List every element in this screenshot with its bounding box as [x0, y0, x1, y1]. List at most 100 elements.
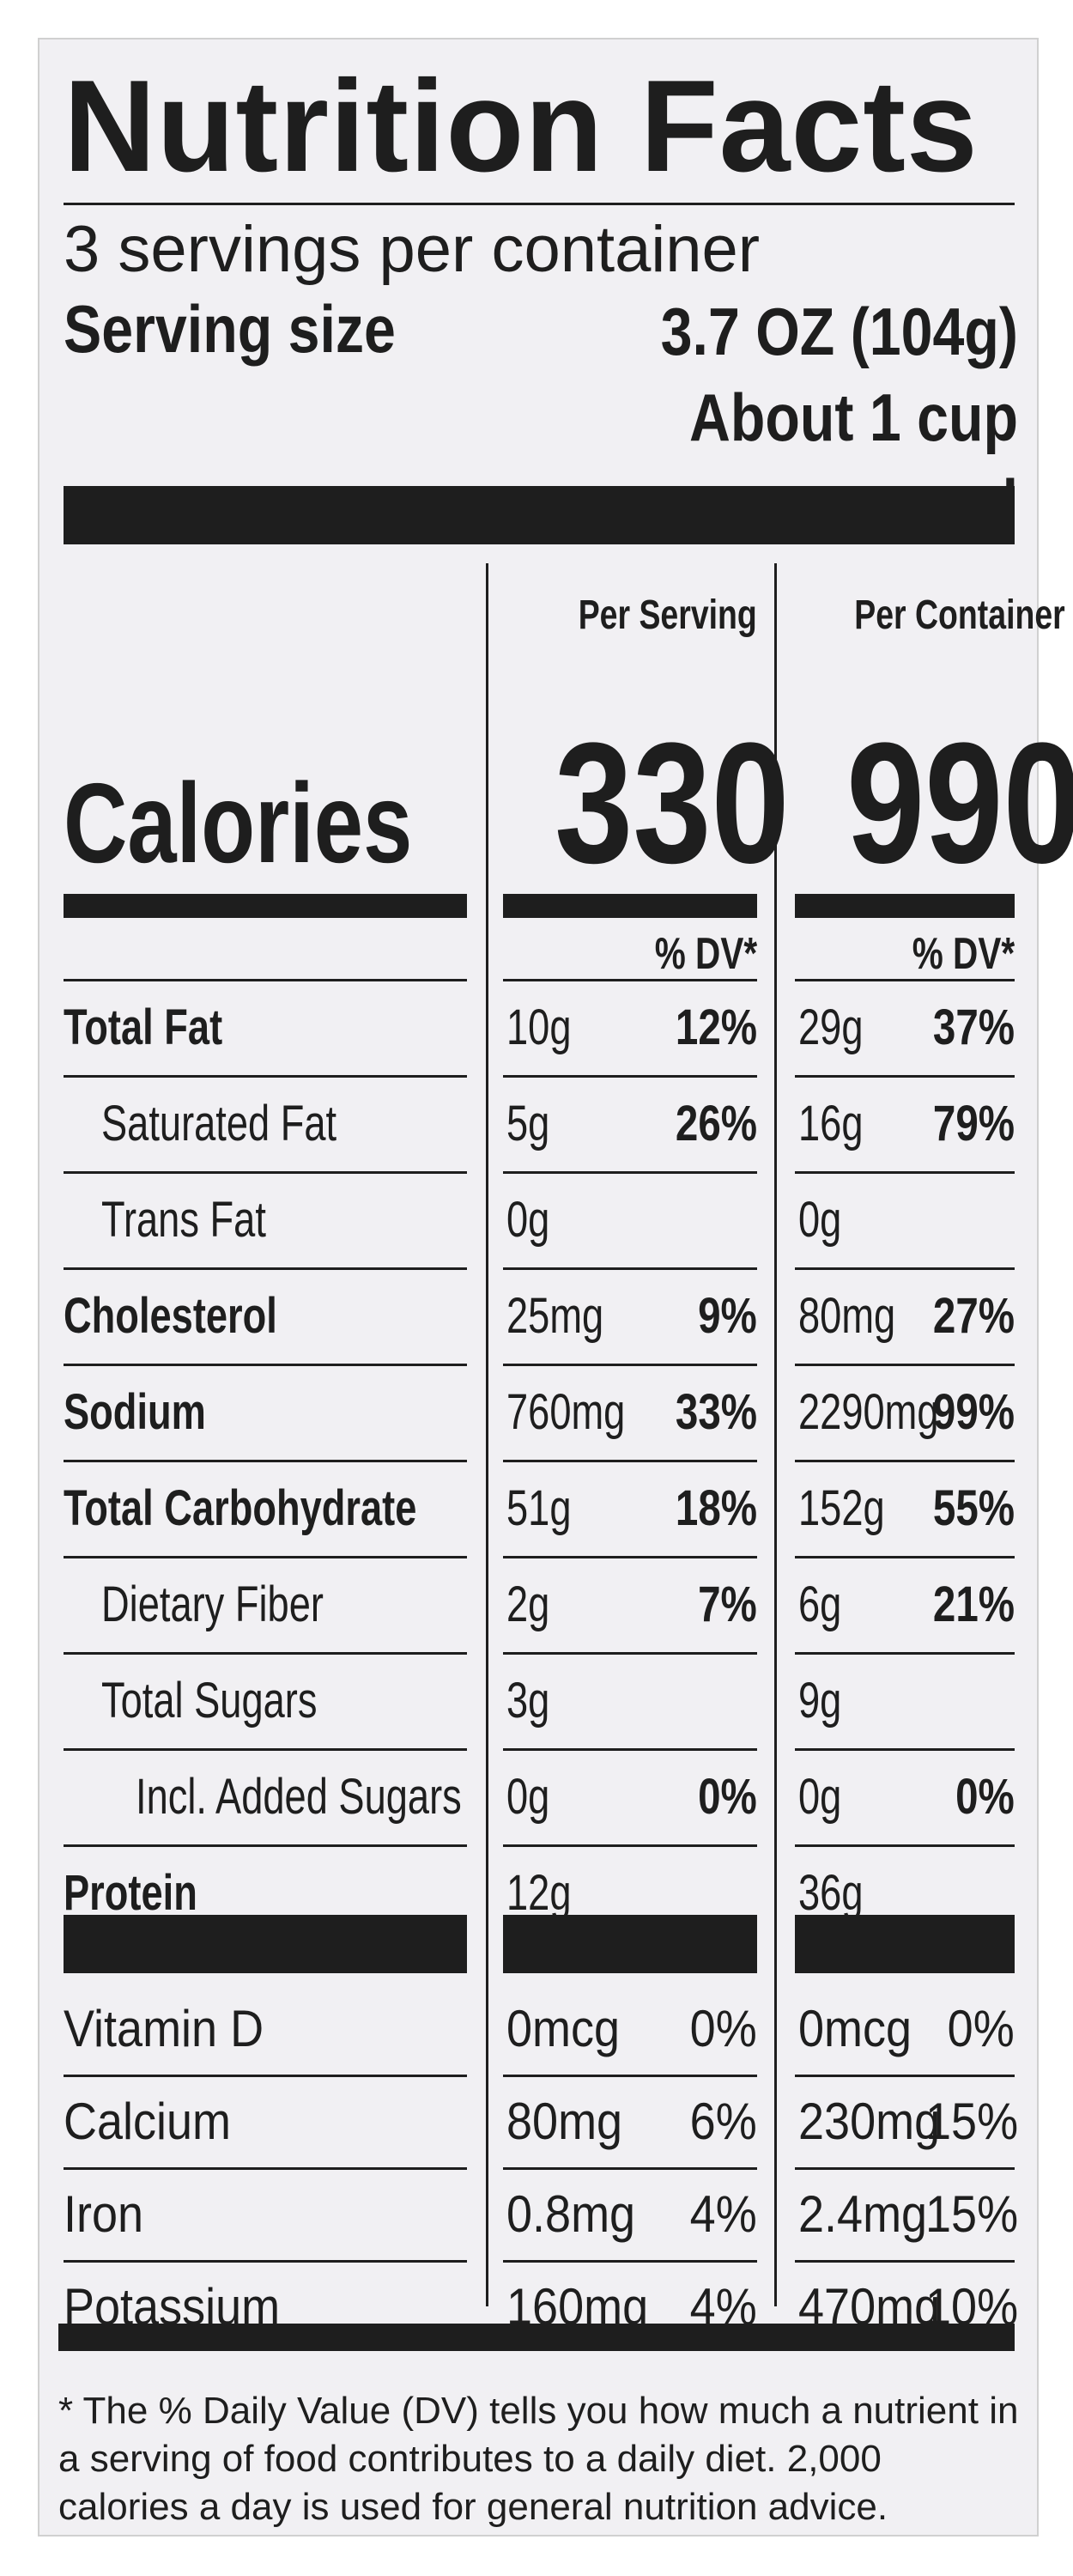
- dv-header-serving: % DV*: [654, 929, 757, 979]
- row-separator: [64, 1075, 467, 1078]
- row-separator: [503, 1748, 757, 1751]
- container-dv: [881, 1192, 1015, 1249]
- nutrient-name: Sodium: [64, 1384, 206, 1440]
- row-separator: [503, 2075, 757, 2077]
- serving-amount: 25mg: [506, 1288, 604, 1344]
- row-separator: [795, 2167, 1015, 2170]
- container-amount: 29g: [798, 999, 864, 1055]
- nutrient-name: Protein: [64, 1865, 197, 1921]
- nutrient-name: Total Carbohydrate: [64, 1480, 417, 1536]
- row-separator: [64, 1556, 467, 1558]
- container-dv: 37%: [932, 999, 1015, 1055]
- container-amount: 6g: [798, 1577, 842, 1632]
- serving-dv: 26%: [675, 1096, 757, 1151]
- row-separator: [503, 1556, 757, 1558]
- row-separator: [64, 1171, 467, 1174]
- container-dv: 21%: [932, 1577, 1015, 1632]
- container-dv: 0%: [955, 1769, 1015, 1825]
- row-separator: [503, 1460, 757, 1462]
- serving-amount: 2g: [506, 1577, 550, 1632]
- row-separator: [64, 1267, 467, 1270]
- row-separator: [795, 1267, 1015, 1270]
- row-separator: [795, 1652, 1015, 1655]
- row-separator: [795, 2075, 1015, 2077]
- row-separator: [795, 1075, 1015, 1078]
- serving-dv: 7%: [698, 1577, 757, 1632]
- serving-dv: 0%: [698, 1769, 757, 1825]
- serving-dv: 33%: [675, 1384, 757, 1440]
- calories-rule-3: [795, 894, 1015, 918]
- container-dv: 27%: [932, 1288, 1015, 1344]
- row-separator: [503, 1075, 757, 1078]
- serving-amount: 0mcg: [506, 2000, 621, 2057]
- calories-per-serving: 330: [555, 708, 790, 899]
- dv-header-container: % DV*: [912, 929, 1015, 979]
- row-separator: [503, 2260, 757, 2263]
- serving-dv: [589, 1673, 757, 1729]
- serving-dv: [589, 1192, 757, 1249]
- container-dv: 55%: [932, 1480, 1015, 1536]
- container-amount: 230mg: [798, 2093, 941, 2150]
- container-amount: 80mg: [798, 1288, 896, 1344]
- container-dv: 79%: [932, 1096, 1015, 1151]
- vitamin-bar-1: [64, 1915, 467, 1973]
- vitamin-bar-3: [795, 1915, 1015, 1973]
- row-separator: [503, 1364, 757, 1366]
- footnote: * The % Daily Value (DV) tells you how m…: [58, 2390, 1019, 2528]
- calories-rule-1: [64, 894, 467, 918]
- row-separator: [64, 1460, 467, 1462]
- row-separator: [795, 979, 1015, 981]
- row-separator: [795, 1748, 1015, 1751]
- row-separator: [503, 2167, 757, 2170]
- nutrient-name: Dietary Fiber: [101, 1577, 324, 1632]
- container-dv: [881, 1865, 1015, 1922]
- row-separator: [503, 1171, 757, 1174]
- title-rule: [64, 203, 1015, 205]
- row-separator: [795, 1171, 1015, 1174]
- container-amount: 9g: [798, 1673, 842, 1728]
- label-title: Nutrition Facts: [64, 53, 979, 199]
- thick-rule-top: [64, 486, 1015, 544]
- row-separator: [503, 1652, 757, 1655]
- row-separator: [64, 1652, 467, 1655]
- serving-dv: 4%: [689, 2185, 757, 2243]
- serving-dv: 9%: [698, 1288, 757, 1344]
- row-separator: [503, 1844, 757, 1847]
- container-dv: 0%: [947, 2000, 1015, 2057]
- serving-dv: 18%: [675, 1480, 757, 1536]
- row-separator: [795, 1556, 1015, 1558]
- row-separator: [64, 1748, 467, 1751]
- row-separator: [795, 1460, 1015, 1462]
- container-amount: 2290mg: [798, 1384, 939, 1440]
- calories-per-container: 990: [846, 708, 1073, 899]
- nutrition-facts-label: Nutrition Facts 3 servings per container…: [38, 38, 1073, 2537]
- calories-rule-2: [503, 894, 757, 918]
- row-separator: [795, 2260, 1015, 2263]
- row-separator: [64, 2075, 467, 2077]
- nutrient-name: Incl. Added Sugars: [136, 1769, 462, 1825]
- container-amount: 16g: [798, 1096, 864, 1151]
- row-separator: [64, 2260, 467, 2263]
- serving-amount: 80mg: [506, 2093, 623, 2150]
- calories-label: Calories: [64, 760, 413, 886]
- container-amount: 0g: [798, 1769, 842, 1825]
- column-divider-2: [774, 563, 777, 2306]
- serving-amount: 0g: [506, 1769, 550, 1825]
- container-dv: 15%: [925, 2093, 1019, 2150]
- vitamin-name: Vitamin D: [64, 2000, 264, 2057]
- row-separator: [64, 2167, 467, 2170]
- nutrient-name: Total Fat: [64, 999, 223, 1055]
- row-separator: [503, 1267, 757, 1270]
- nutrient-name: Total Sugars: [101, 1673, 318, 1728]
- row-separator: [64, 1364, 467, 1366]
- row-separator: [795, 1364, 1015, 1366]
- serving-dv: 0%: [689, 2000, 757, 2057]
- serving-dv: [589, 1865, 757, 1922]
- serving-size-label: Serving size: [64, 291, 396, 367]
- nutrient-name: Trans Fat: [101, 1192, 266, 1248]
- column-divider-1: [486, 563, 488, 2306]
- container-amount: 0g: [798, 1192, 842, 1248]
- nutrient-name: Saturated Fat: [101, 1096, 337, 1151]
- serving-amount: 0g: [506, 1192, 550, 1248]
- container-dv: [881, 1673, 1015, 1729]
